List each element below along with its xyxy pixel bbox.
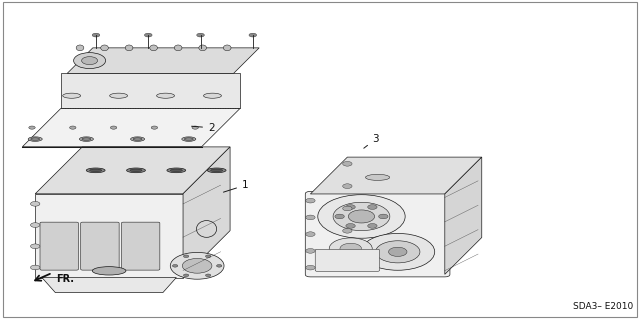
Circle shape: [111, 126, 117, 129]
Ellipse shape: [199, 45, 207, 51]
Circle shape: [333, 202, 390, 231]
Circle shape: [342, 206, 352, 211]
Polygon shape: [22, 108, 240, 147]
Circle shape: [306, 198, 315, 203]
Ellipse shape: [82, 138, 91, 140]
Ellipse shape: [170, 169, 182, 172]
Circle shape: [318, 195, 405, 238]
Ellipse shape: [86, 168, 105, 173]
Circle shape: [92, 33, 100, 37]
Circle shape: [388, 247, 407, 256]
Ellipse shape: [150, 45, 157, 51]
Circle shape: [361, 234, 435, 270]
Ellipse shape: [184, 138, 193, 140]
Ellipse shape: [28, 137, 42, 141]
Text: FR.: FR.: [56, 274, 74, 284]
Text: SDA3– E2010: SDA3– E2010: [573, 302, 634, 311]
Circle shape: [196, 33, 204, 37]
Circle shape: [329, 238, 372, 259]
Ellipse shape: [127, 168, 145, 173]
Circle shape: [31, 265, 40, 270]
Circle shape: [70, 126, 76, 129]
FancyBboxPatch shape: [315, 249, 380, 271]
Circle shape: [205, 255, 211, 258]
Ellipse shape: [109, 93, 127, 98]
Text: 2: 2: [191, 123, 214, 133]
Ellipse shape: [157, 93, 175, 98]
FancyBboxPatch shape: [305, 191, 450, 277]
Polygon shape: [183, 147, 230, 278]
Ellipse shape: [211, 169, 223, 172]
Circle shape: [82, 56, 98, 64]
Circle shape: [376, 241, 420, 263]
Circle shape: [342, 161, 352, 166]
Ellipse shape: [79, 137, 93, 141]
Circle shape: [184, 274, 189, 277]
Text: 3: 3: [364, 134, 379, 148]
Circle shape: [342, 228, 352, 233]
Circle shape: [192, 126, 198, 129]
Ellipse shape: [92, 267, 126, 275]
Ellipse shape: [131, 137, 145, 141]
Circle shape: [306, 215, 315, 220]
Circle shape: [348, 210, 374, 223]
Ellipse shape: [125, 45, 133, 51]
Polygon shape: [310, 157, 482, 194]
Ellipse shape: [90, 169, 102, 172]
Ellipse shape: [63, 93, 81, 98]
Ellipse shape: [223, 45, 231, 51]
Circle shape: [342, 184, 352, 189]
Ellipse shape: [167, 168, 186, 173]
Circle shape: [145, 33, 152, 37]
Ellipse shape: [31, 138, 40, 140]
Circle shape: [346, 224, 355, 228]
Circle shape: [368, 224, 377, 228]
Circle shape: [368, 205, 377, 209]
Circle shape: [172, 264, 178, 267]
Polygon shape: [35, 194, 183, 278]
Circle shape: [335, 214, 344, 219]
Text: 1: 1: [223, 180, 248, 192]
Circle shape: [340, 243, 362, 254]
Polygon shape: [445, 157, 482, 274]
Ellipse shape: [76, 45, 84, 51]
Circle shape: [249, 33, 257, 37]
Ellipse shape: [204, 93, 221, 98]
Polygon shape: [67, 48, 259, 73]
Circle shape: [306, 249, 315, 253]
Polygon shape: [42, 278, 177, 293]
Circle shape: [306, 265, 315, 270]
Circle shape: [31, 223, 40, 227]
Circle shape: [306, 232, 315, 236]
Ellipse shape: [365, 174, 390, 180]
Circle shape: [182, 258, 212, 273]
Ellipse shape: [100, 45, 108, 51]
Circle shape: [74, 53, 106, 69]
Ellipse shape: [174, 45, 182, 51]
Circle shape: [151, 126, 157, 129]
Circle shape: [31, 244, 40, 249]
Circle shape: [379, 214, 388, 219]
FancyBboxPatch shape: [40, 222, 79, 270]
Circle shape: [205, 274, 211, 277]
Circle shape: [346, 205, 355, 209]
Circle shape: [184, 255, 189, 258]
FancyBboxPatch shape: [81, 222, 119, 270]
FancyBboxPatch shape: [122, 222, 160, 270]
Polygon shape: [35, 147, 230, 194]
Circle shape: [170, 252, 224, 279]
Circle shape: [216, 264, 222, 267]
Ellipse shape: [130, 169, 142, 172]
Polygon shape: [61, 73, 240, 108]
Circle shape: [31, 202, 40, 206]
Ellipse shape: [182, 137, 196, 141]
Ellipse shape: [207, 168, 226, 173]
Circle shape: [29, 126, 35, 129]
Ellipse shape: [133, 138, 142, 140]
